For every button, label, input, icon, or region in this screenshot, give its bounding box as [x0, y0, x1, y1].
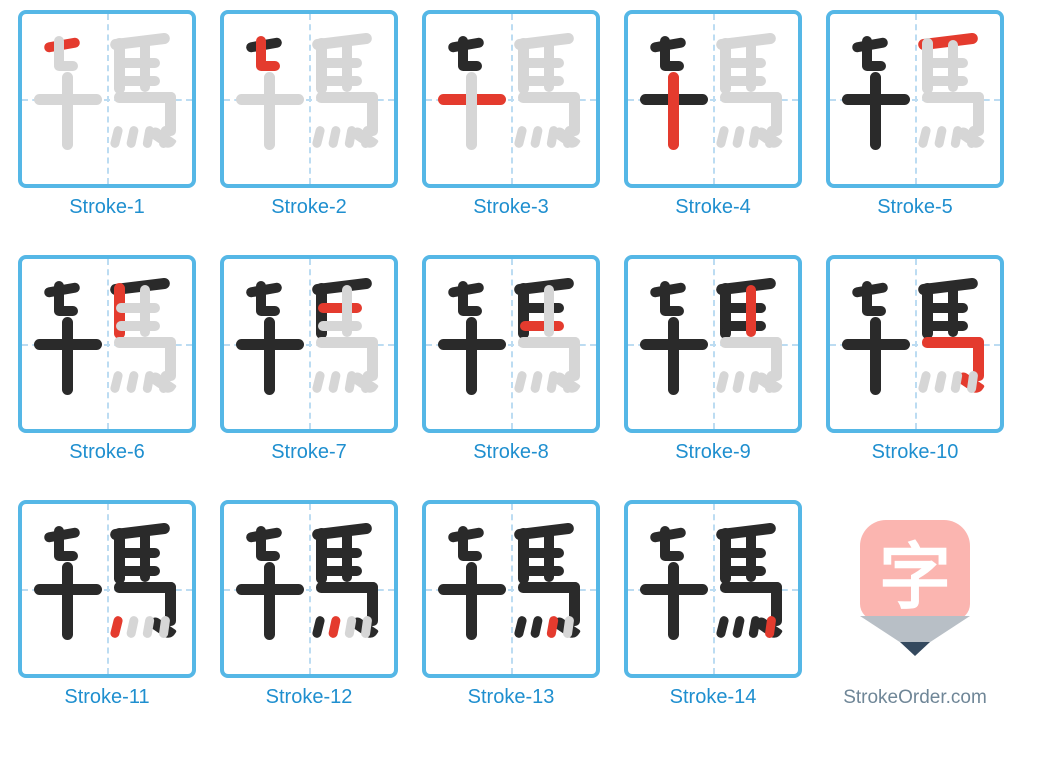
glyph	[426, 504, 596, 674]
stroke-caption: Stroke-1	[69, 196, 145, 219]
stroke-tile	[624, 10, 802, 188]
stroke-tile	[826, 10, 1004, 188]
glyph	[22, 259, 192, 429]
stroke-tile	[220, 500, 398, 678]
logo-character: 字	[879, 518, 951, 623]
stroke-cell: Stroke-12	[220, 500, 398, 709]
stroke-tile	[220, 255, 398, 433]
stroke-cell: Stroke-6	[18, 255, 196, 464]
stroke-tile	[18, 10, 196, 188]
stroke-tile	[422, 500, 600, 678]
glyph	[628, 14, 798, 184]
stroke-caption: Stroke-5	[877, 196, 953, 219]
stroke-caption: Stroke-8	[473, 441, 549, 464]
stroke-tile	[18, 500, 196, 678]
stroke-cell: Stroke-1	[18, 10, 196, 219]
brand-cell: 字 StrokeOrder.com	[826, 500, 1004, 709]
glyph	[830, 259, 1000, 429]
pencil-icon	[860, 616, 970, 664]
glyph	[628, 259, 798, 429]
stroke-tile	[624, 255, 802, 433]
glyph	[830, 14, 1000, 184]
stroke-tile	[624, 500, 802, 678]
stroke-cell: Stroke-2	[220, 10, 398, 219]
glyph	[224, 504, 394, 674]
stroke-cell: Stroke-13	[422, 500, 600, 709]
stroke-cell: Stroke-10	[826, 255, 1004, 464]
stroke-caption: Stroke-2	[271, 196, 347, 219]
stroke-caption: Stroke-13	[468, 686, 555, 709]
stroke-cell: Stroke-14	[624, 500, 802, 709]
stroke-caption: Stroke-12	[266, 686, 353, 709]
glyph	[426, 259, 596, 429]
stroke-cell: Stroke-8	[422, 255, 600, 464]
stroke-tile	[422, 255, 600, 433]
glyph	[628, 504, 798, 674]
stroke-tile	[18, 255, 196, 433]
stroke-tile	[220, 10, 398, 188]
stroke-caption: Stroke-4	[675, 196, 751, 219]
stroke-caption: Stroke-7	[271, 441, 347, 464]
stroke-caption: Stroke-10	[872, 441, 959, 464]
glyph	[22, 504, 192, 674]
stroke-grid: Stroke-1 Stroke-2 Stroke-3	[18, 10, 1032, 709]
stroke-tile	[422, 10, 600, 188]
glyph	[426, 14, 596, 184]
stroke-cell: Stroke-7	[220, 255, 398, 464]
brand-label: StrokeOrder.com	[843, 687, 987, 709]
stroke-caption: Stroke-9	[675, 441, 751, 464]
stroke-cell: Stroke-4	[624, 10, 802, 219]
stroke-cell: Stroke-5	[826, 10, 1004, 219]
stroke-caption: Stroke-6	[69, 441, 145, 464]
brand-logo: 字	[826, 503, 1004, 681]
stroke-cell: Stroke-11	[18, 500, 196, 709]
logo-square: 字	[860, 520, 970, 620]
glyph	[224, 14, 394, 184]
stroke-caption: Stroke-3	[473, 196, 549, 219]
glyph	[22, 14, 192, 184]
stroke-caption: Stroke-11	[64, 686, 149, 709]
glyph	[224, 259, 394, 429]
stroke-cell: Stroke-9	[624, 255, 802, 464]
stroke-cell: Stroke-3	[422, 10, 600, 219]
stroke-caption: Stroke-14	[670, 686, 757, 709]
stroke-tile	[826, 255, 1004, 433]
